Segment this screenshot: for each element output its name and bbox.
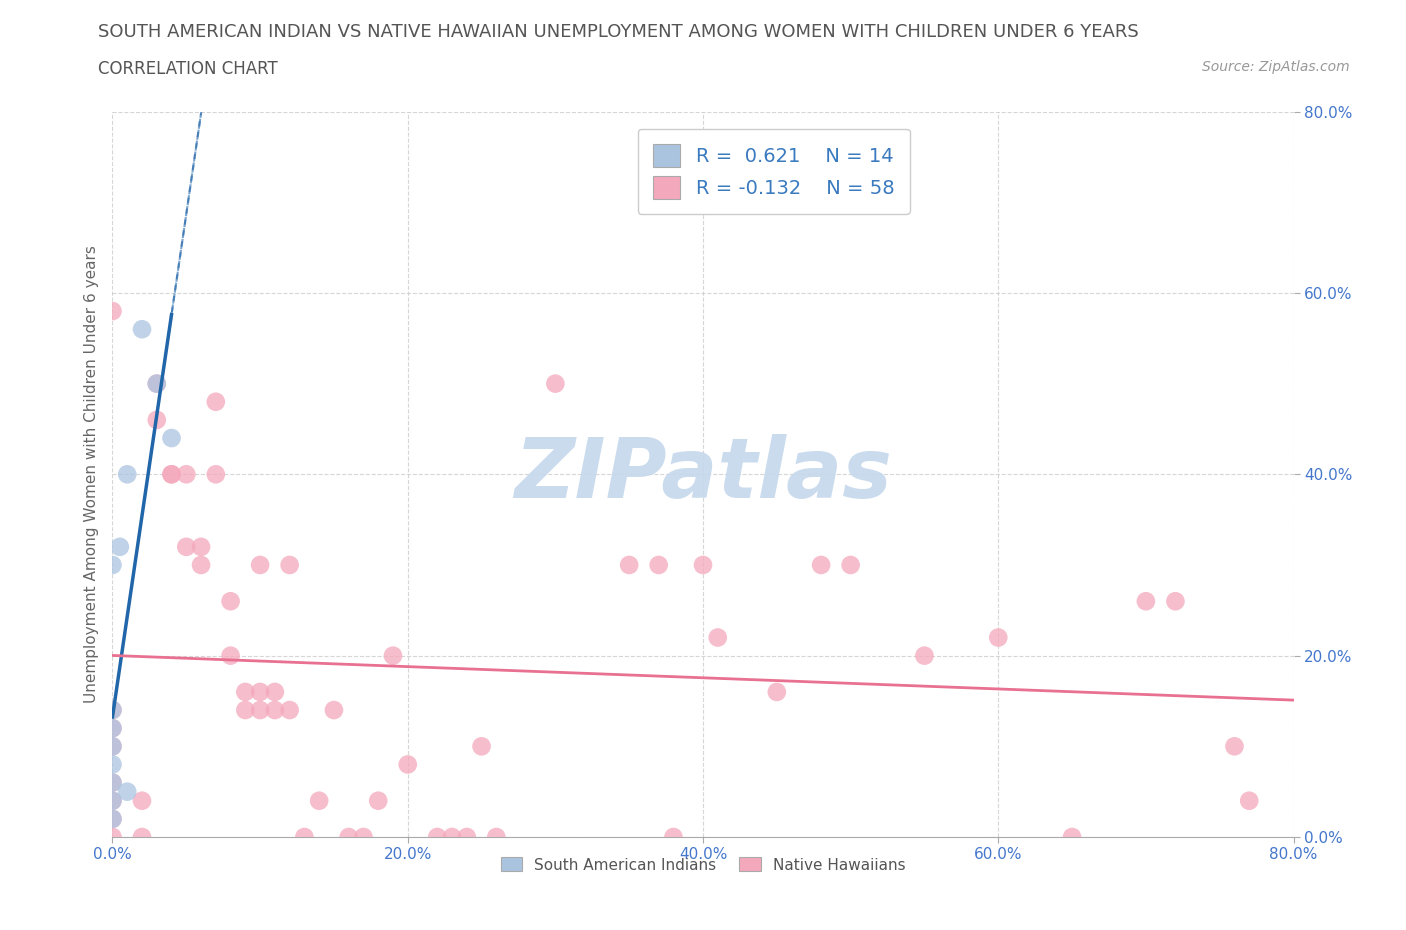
Point xyxy=(219,648,242,663)
Point xyxy=(101,776,124,790)
Point xyxy=(308,793,330,808)
Point xyxy=(249,684,271,699)
Point xyxy=(249,703,271,718)
Point xyxy=(264,684,287,699)
Legend: South American Indians, Native Hawaiians: South American Indians, Native Hawaiians xyxy=(494,850,912,880)
Point xyxy=(146,413,169,428)
Point xyxy=(101,811,124,827)
Point xyxy=(323,703,346,718)
Point xyxy=(352,830,374,844)
Point xyxy=(662,830,685,844)
Point xyxy=(544,377,567,392)
Text: Source: ZipAtlas.com: Source: ZipAtlas.com xyxy=(1202,60,1350,74)
Point xyxy=(101,793,124,808)
Point xyxy=(619,558,641,573)
Text: CORRELATION CHART: CORRELATION CHART xyxy=(98,60,278,78)
Point xyxy=(146,377,169,392)
Point xyxy=(174,467,197,482)
Point xyxy=(1223,738,1246,753)
Point xyxy=(174,539,197,554)
Point xyxy=(146,377,169,392)
Point xyxy=(117,784,138,799)
Point xyxy=(190,539,212,554)
Point xyxy=(101,703,124,718)
Point xyxy=(160,467,183,482)
Point xyxy=(101,303,124,318)
Point xyxy=(396,757,419,772)
Point xyxy=(131,830,153,844)
Point xyxy=(692,558,714,573)
Point xyxy=(101,738,124,753)
Y-axis label: Unemployment Among Women with Children Under 6 years: Unemployment Among Women with Children U… xyxy=(83,246,98,703)
Point xyxy=(1239,793,1261,808)
Point xyxy=(441,830,464,844)
Point xyxy=(101,558,124,573)
Point xyxy=(278,558,301,573)
Point xyxy=(292,830,315,844)
Point xyxy=(470,738,494,753)
Point xyxy=(914,648,936,663)
Point xyxy=(101,738,124,753)
Point xyxy=(233,684,256,699)
Text: SOUTH AMERICAN INDIAN VS NATIVE HAWAIIAN UNEMPLOYMENT AMONG WOMEN WITH CHILDREN : SOUTH AMERICAN INDIAN VS NATIVE HAWAIIAN… xyxy=(98,23,1139,41)
Point xyxy=(101,776,124,790)
Point xyxy=(264,703,287,718)
Point xyxy=(117,467,138,482)
Point xyxy=(160,467,183,482)
Point xyxy=(190,558,212,573)
Point xyxy=(101,811,124,827)
Point xyxy=(367,793,389,808)
Point xyxy=(108,539,131,554)
Point xyxy=(810,558,832,573)
Point xyxy=(160,431,183,445)
Point xyxy=(987,631,1010,645)
Point xyxy=(101,703,124,718)
Point xyxy=(101,721,124,736)
Point xyxy=(337,830,360,844)
Point xyxy=(647,558,671,573)
Point xyxy=(219,594,242,609)
Point xyxy=(456,830,478,844)
Point xyxy=(131,793,153,808)
Point xyxy=(101,793,124,808)
Point xyxy=(706,631,728,645)
Point xyxy=(1135,594,1157,609)
Point xyxy=(101,830,124,844)
Point xyxy=(249,558,271,573)
Point xyxy=(205,394,228,409)
Text: ZIPatlas: ZIPatlas xyxy=(515,433,891,515)
Point xyxy=(1062,830,1084,844)
Point xyxy=(766,684,789,699)
Point xyxy=(426,830,449,844)
Point xyxy=(278,703,301,718)
Point xyxy=(101,757,124,772)
Point xyxy=(233,703,256,718)
Point xyxy=(1164,594,1187,609)
Point xyxy=(382,648,405,663)
Point xyxy=(131,322,153,337)
Point xyxy=(485,830,508,844)
Point xyxy=(101,721,124,736)
Point xyxy=(205,467,228,482)
Point xyxy=(839,558,862,573)
